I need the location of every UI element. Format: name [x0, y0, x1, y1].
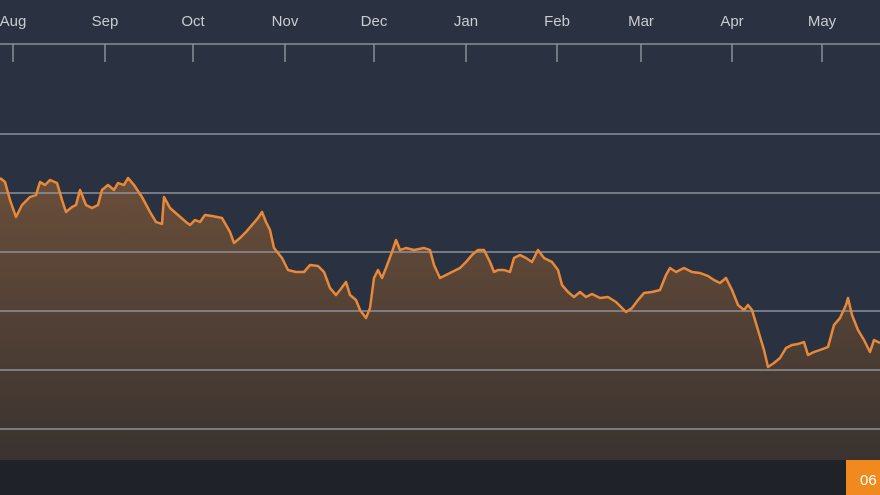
- x-tick-label: Aug: [0, 13, 26, 30]
- x-tick-label: Mar: [628, 13, 654, 30]
- x-tick-label: Dec: [361, 13, 388, 30]
- x-tick-label: Jan: [454, 13, 478, 30]
- x-tick-label: Apr: [720, 13, 743, 30]
- current-value-box: [846, 460, 880, 495]
- x-tick-label: Sep: [92, 13, 119, 30]
- x-tick-label: Oct: [181, 13, 205, 30]
- x-tick-label: Feb: [544, 13, 570, 30]
- x-tick-label: May: [808, 13, 837, 30]
- area-fill: [0, 178, 880, 460]
- current-value-label: 06: [860, 472, 877, 489]
- footer-bar: [0, 460, 880, 495]
- price-line: [0, 176, 880, 369]
- x-tick-label: Nov: [272, 13, 299, 30]
